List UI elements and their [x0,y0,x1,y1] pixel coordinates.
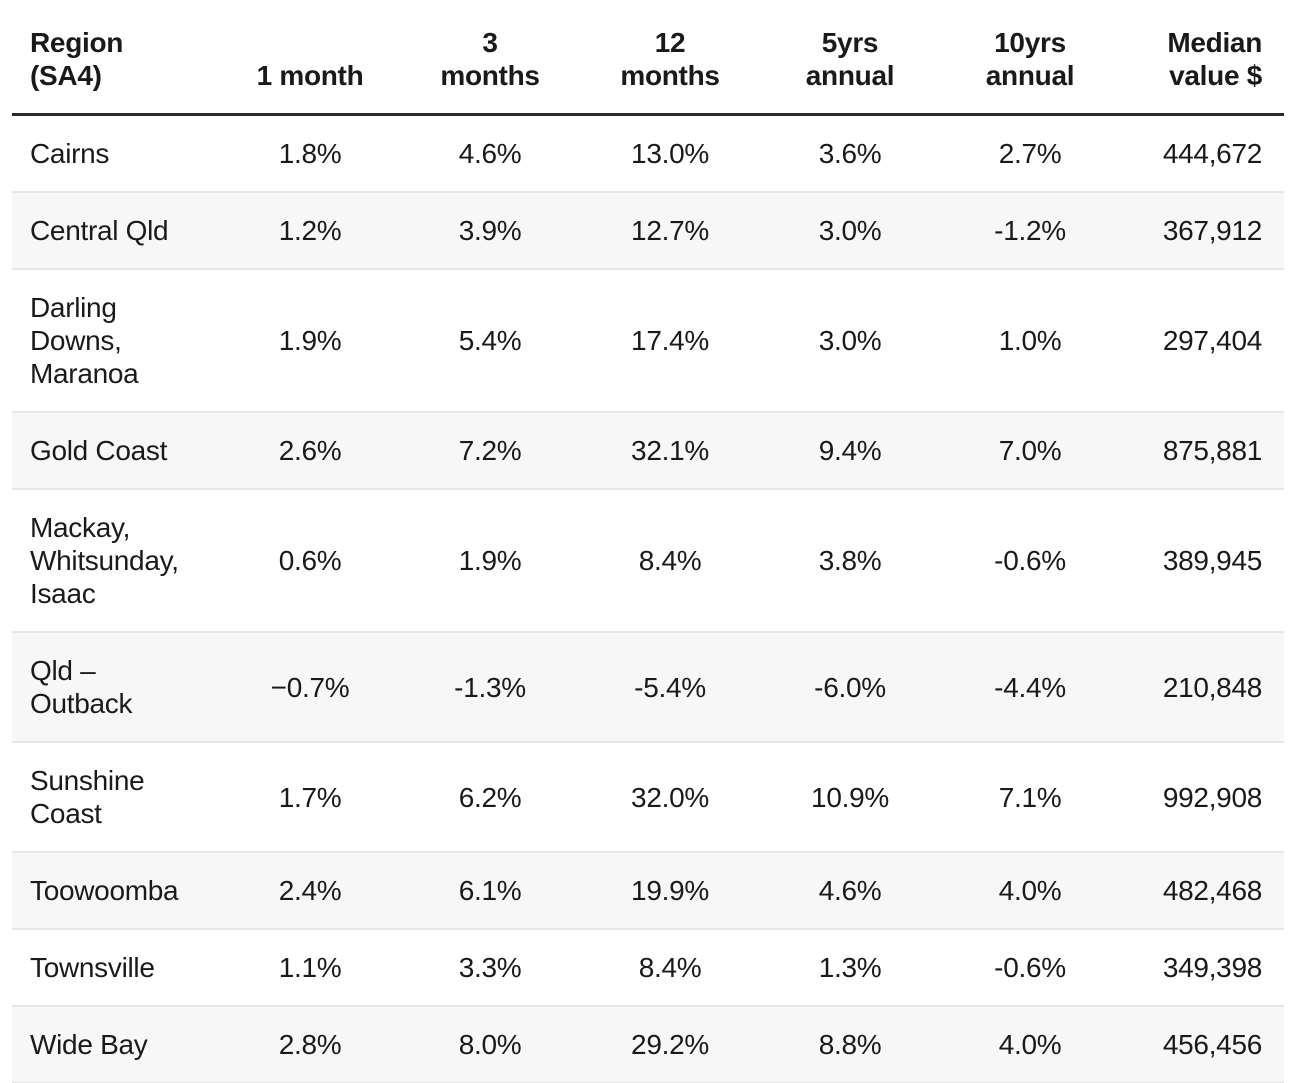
value-cell: 0.6% [278,545,342,576]
column-header: 12 months [580,0,760,116]
value-cell: 7.1% [998,781,1062,813]
median-value-cell: 482,468 [1162,875,1262,906]
value-cell: 3.3% [458,952,522,983]
value-cell: 32.1% [631,435,709,466]
value-cell: 1.8% [278,138,342,169]
value-cell: 4.0% [998,875,1062,906]
value-cell: 1.9% [458,545,522,576]
value-cell: 19.9% [631,875,709,906]
region-cell: Wide Bay [30,1029,148,1060]
value-cell: 10.9% [811,781,889,813]
table-row: Wide Bay 2.8% 8.0% 29.2% 8.8% 4.0% 456,456 [12,1006,1284,1083]
region-cell: Cairns [30,138,110,169]
value-cell: 8.8% [818,1029,882,1060]
column-header: 5yrs annual [760,0,940,116]
value-cell: -4.4% [994,671,1066,703]
column-header: 3 months [400,0,580,116]
table-row: Darling Downs, Maranoa 1.9% 5.4% 17.4% 3.0% 1… [12,269,1284,412]
regions-table: Region (SA4) 1 month 3 months 12 months 5yrs… [12,0,1284,1083]
region-cell: Gold Coast [30,435,168,466]
table-row: Toowoomba 2.4% 6.1% 19.9% 4.6% 4.0% 482,468 [12,852,1284,929]
table-row: Qld – Outback −0.7% -1.3% -5.4% -6.0% -4.4% 21… [12,632,1284,742]
value-cell: 4.6% [818,875,882,906]
value-cell: 17.4% [631,325,709,356]
median-value-cell: 456,456 [1162,1029,1262,1060]
value-cell: 29.2% [631,1029,709,1060]
value-cell: 6.1% [458,875,522,906]
value-cell: 3.9% [458,215,522,246]
value-cell: 1.7% [278,781,342,813]
value-cell: -5.4% [634,671,706,703]
value-cell: 3.0% [818,215,882,246]
value-cell: 1.9% [278,325,342,356]
value-cell: 1.2% [278,215,342,246]
table-row: Sunshine Coast 1.7% 6.2% 32.0% 10.9% 7.1% 992,… [12,742,1284,852]
value-cell: 3.0% [818,325,882,356]
value-cell: 1.1% [278,952,342,983]
median-value-cell: 210,848 [1162,671,1262,703]
value-cell: 2.6% [278,435,342,466]
value-cell: 2.8% [278,1029,342,1060]
value-cell: 12.7% [631,215,709,246]
value-cell: 7.0% [998,435,1062,466]
median-value-cell: 297,404 [1162,325,1262,356]
value-cell: -1.3% [454,671,526,703]
region-cell: Mackay, Whitsunday, Isaac [30,512,179,609]
value-cell: 5.4% [458,325,522,356]
value-cell: 3.6% [818,138,882,169]
value-cell: -6.0% [814,671,886,703]
value-cell: -1.2% [994,215,1066,246]
value-cell: 8.0% [458,1029,522,1060]
region-cell: Sunshine Coast [30,765,145,829]
column-header: Median value $ [1120,0,1284,116]
median-value-cell: 389,945 [1162,545,1262,576]
value-cell: 3.8% [818,545,882,576]
region-cell: Central Qld [30,215,169,246]
median-value-cell: 349,398 [1162,952,1262,983]
median-value-cell: 444,672 [1162,138,1262,169]
value-cell: 4.6% [458,138,522,169]
value-cell: 2.7% [998,138,1062,169]
column-header: Region (SA4) [12,0,220,116]
table-row: Gold Coast 2.6% 7.2% 32.1% 9.4% 7.0% 875,881 [12,412,1284,489]
value-cell: −0.7% [270,671,350,703]
table-row: Mackay, Whitsunday, Isaac 0.6% 1.9% 8.4% 3.8… [12,489,1284,632]
column-header: 10yrs annual [940,0,1120,116]
region-cell: Qld – Outback [30,655,133,719]
value-cell: 13.0% [631,138,709,169]
table-row: Central Qld 1.2% 3.9% 12.7% 3.0% -1.2% 367,912 [12,192,1284,269]
region-cell: Townsville [30,952,155,983]
value-cell: -0.6% [994,545,1066,576]
table-row: Cairns 1.8% 4.6% 13.0% 3.6% 2.7% 444,672 [12,115,1284,193]
value-cell: 9.4% [818,435,882,466]
value-cell: 1.3% [818,952,882,983]
value-cell: 32.0% [631,781,709,813]
table-header-row: Region (SA4) 1 month 3 months 12 months 5yrs… [12,0,1284,116]
value-cell: 8.4% [638,545,702,576]
region-cell: Darling Downs, Maranoa [30,292,139,389]
table-body: Cairns 1.8% 4.6% 13.0% 3.6% 2.7% 444,672 Centra… [12,115,1284,1083]
median-value-cell: 992,908 [1162,781,1262,813]
region-cell: Toowoomba [30,875,179,906]
value-cell: 2.4% [278,875,342,906]
median-value-cell: 875,881 [1162,435,1262,466]
value-cell: 1.0% [998,325,1062,356]
value-cell: 6.2% [458,781,522,813]
median-value-cell: 367,912 [1162,215,1262,246]
value-cell: 8.4% [638,952,702,983]
value-cell: 7.2% [458,435,522,466]
value-cell: -0.6% [994,952,1066,983]
value-cell: 4.0% [998,1029,1062,1060]
column-header: 1 month [220,0,400,116]
table-row: Townsville 1.1% 3.3% 8.4% 1.3% -0.6% 349,398 [12,929,1284,1006]
